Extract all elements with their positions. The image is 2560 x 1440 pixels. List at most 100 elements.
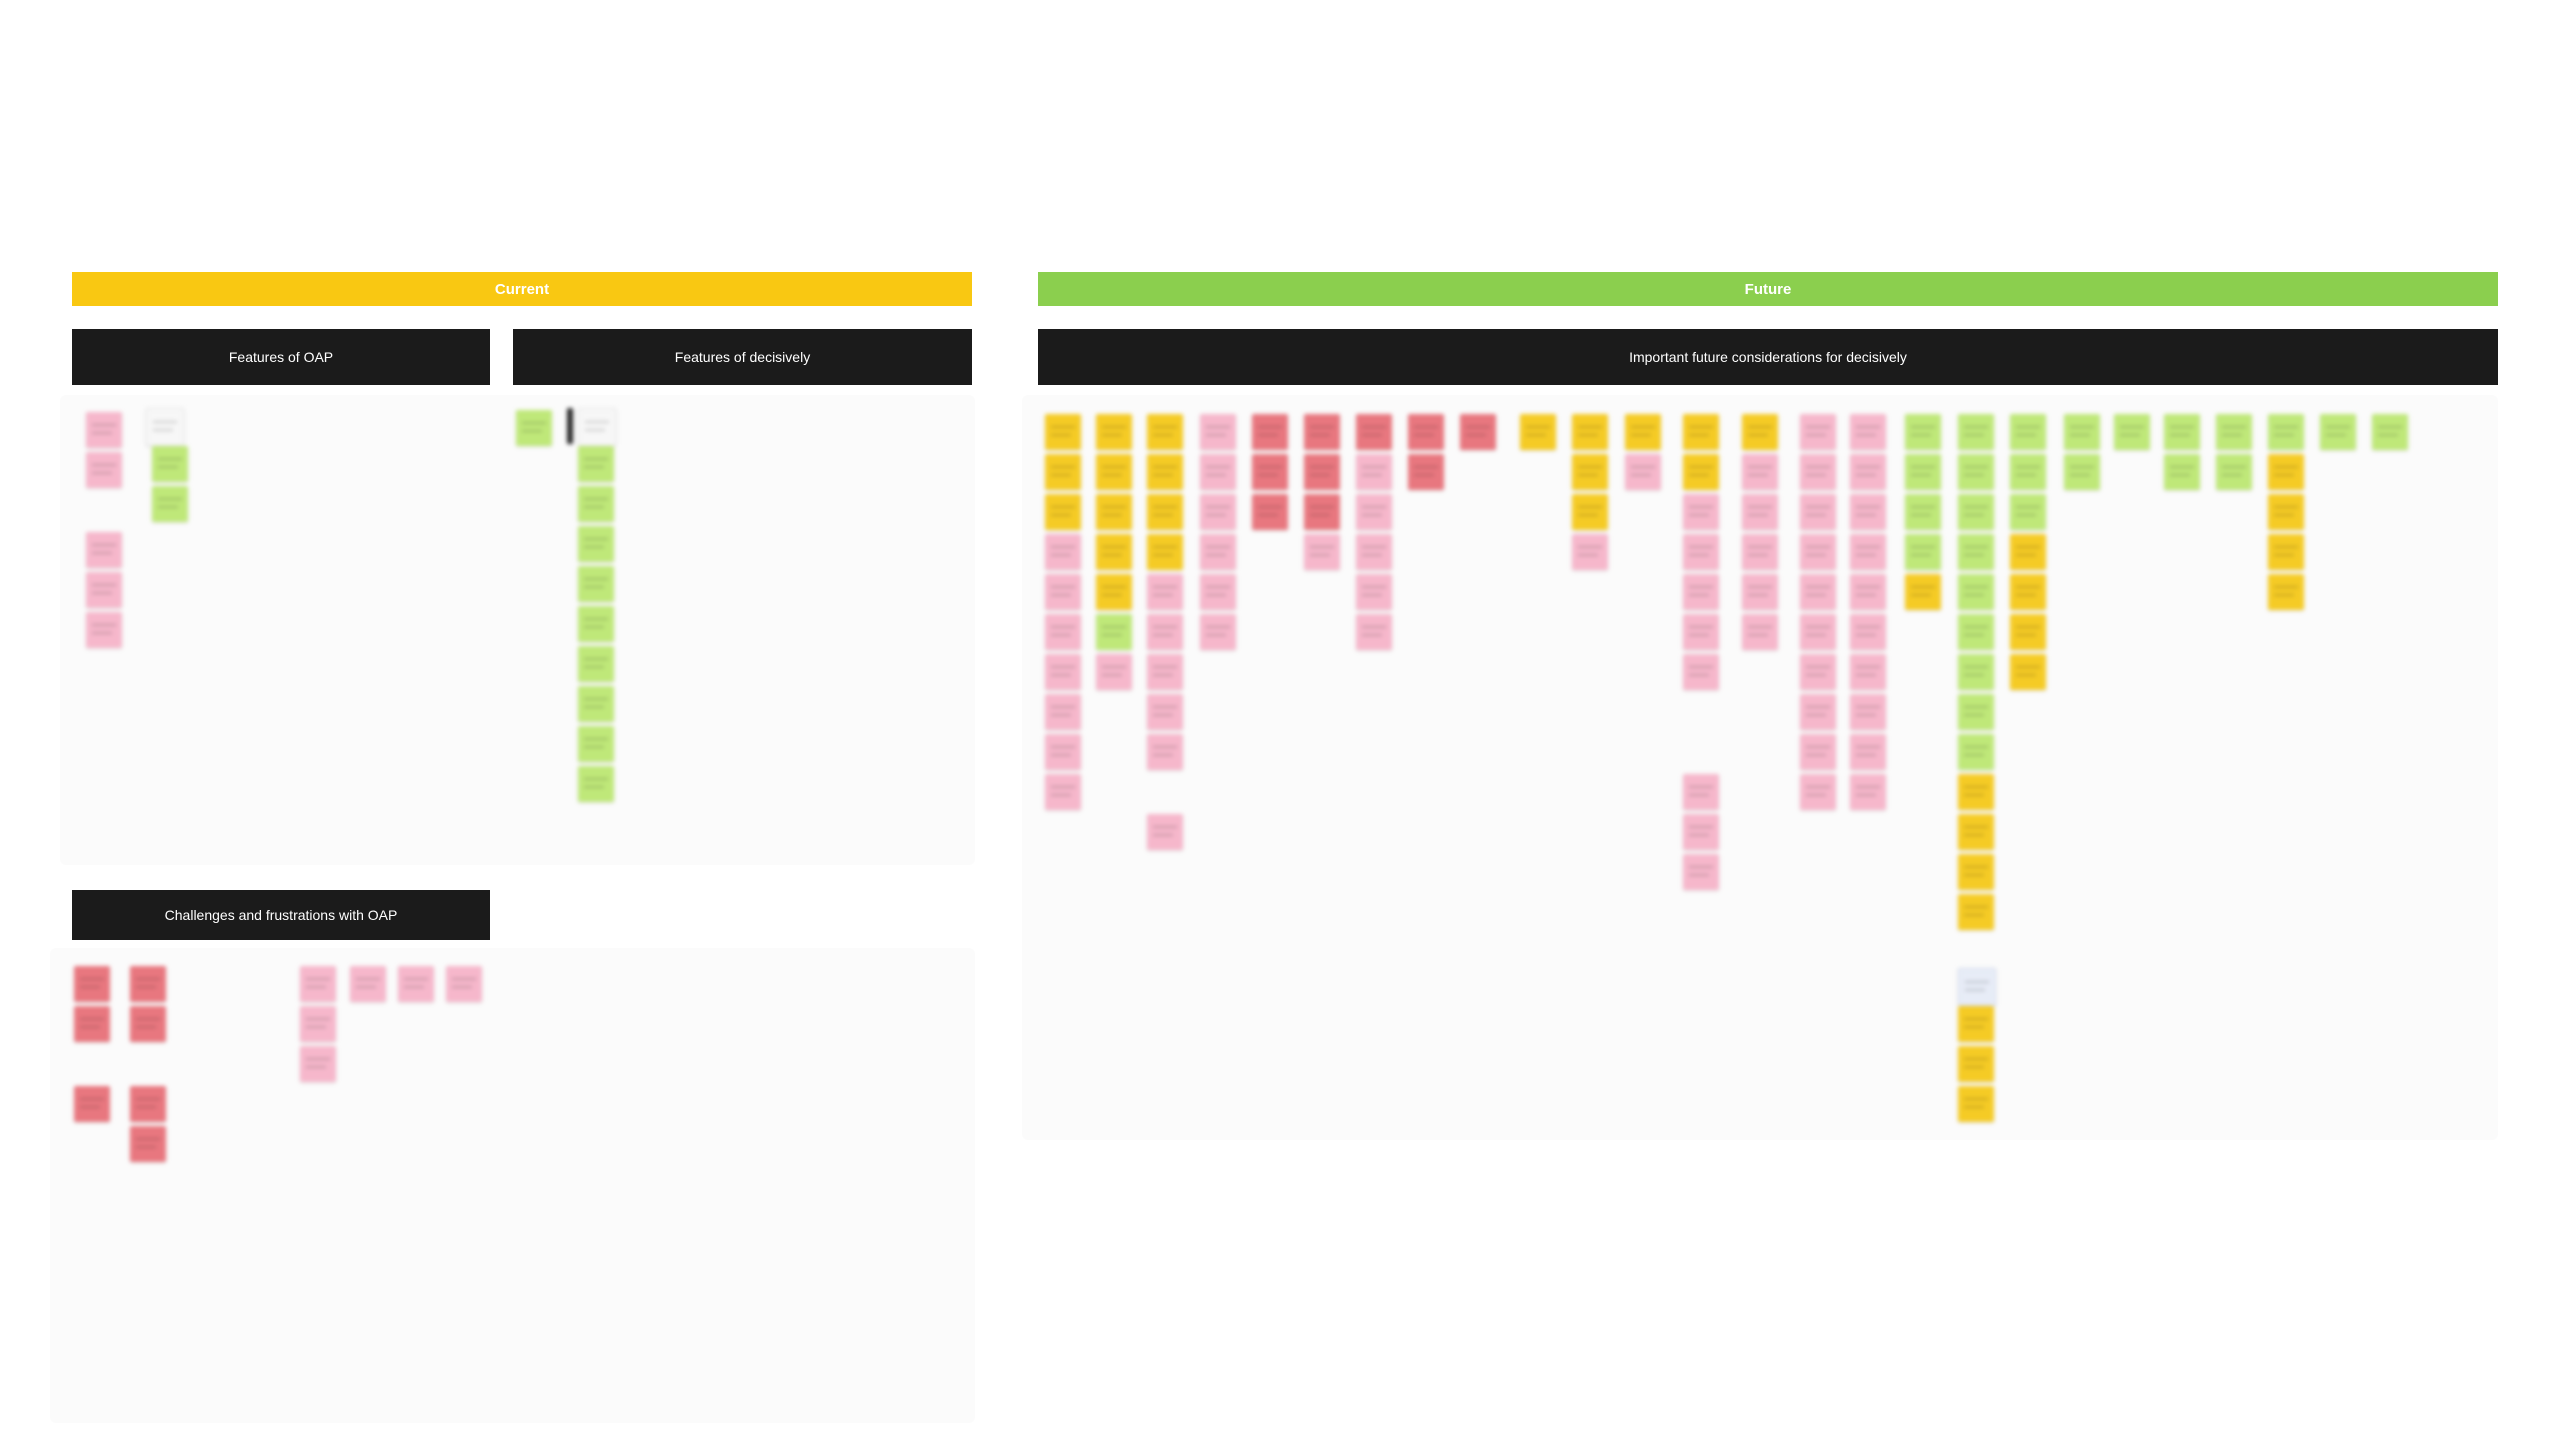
sticky-note[interactable]: [1147, 654, 1183, 690]
sticky-note[interactable]: [1045, 414, 1081, 450]
sticky-note[interactable]: [2010, 454, 2046, 490]
sticky-note[interactable]: [1147, 734, 1183, 770]
sticky-note[interactable]: [1958, 1046, 1994, 1082]
sticky-note[interactable]: [300, 1006, 336, 1042]
sticky-note[interactable]: [446, 966, 482, 1002]
sticky-note[interactable]: [1958, 1086, 1994, 1122]
sticky-note[interactable]: [1356, 534, 1392, 570]
sticky-note[interactable]: [1096, 534, 1132, 570]
sticky-note[interactable]: [578, 726, 614, 762]
sticky-note[interactable]: [2268, 534, 2304, 570]
sticky-note[interactable]: [1200, 574, 1236, 610]
sticky-note[interactable]: [1958, 734, 1994, 770]
sticky-note[interactable]: [1800, 654, 1836, 690]
sticky-note[interactable]: [1742, 454, 1778, 490]
sticky-note[interactable]: [1683, 654, 1719, 690]
sticky-note[interactable]: [1096, 614, 1132, 650]
sticky-note[interactable]: [2010, 654, 2046, 690]
current-section-band[interactable]: Current: [72, 272, 972, 306]
sticky-note[interactable]: [1572, 534, 1608, 570]
sticky-note[interactable]: [1683, 814, 1719, 850]
sticky-note[interactable]: [1147, 454, 1183, 490]
sticky-note[interactable]: [152, 446, 188, 482]
sticky-note[interactable]: [2268, 494, 2304, 530]
sticky-note[interactable]: [1683, 774, 1719, 810]
sticky-note[interactable]: [1800, 534, 1836, 570]
sticky-note[interactable]: [578, 408, 616, 446]
sticky-note[interactable]: [1742, 534, 1778, 570]
sticky-note[interactable]: [1742, 614, 1778, 650]
sticky-note[interactable]: [2010, 494, 2046, 530]
sticky-note[interactable]: [130, 966, 166, 1002]
sticky-note[interactable]: [1147, 494, 1183, 530]
sticky-note[interactable]: [1905, 494, 1941, 530]
sticky-note[interactable]: [300, 1046, 336, 1082]
sticky-note[interactable]: [74, 966, 110, 1002]
sticky-note[interactable]: [1958, 494, 1994, 530]
sticky-note[interactable]: [2064, 414, 2100, 450]
sticky-note[interactable]: [1683, 494, 1719, 530]
sticky-note[interactable]: [1304, 494, 1340, 530]
sticky-note[interactable]: [1096, 454, 1132, 490]
sticky-note[interactable]: [1958, 694, 1994, 730]
sticky-note[interactable]: [578, 686, 614, 722]
sticky-note[interactable]: [1045, 694, 1081, 730]
sticky-note[interactable]: [1356, 614, 1392, 650]
sticky-note[interactable]: [1800, 734, 1836, 770]
sticky-note[interactable]: [1800, 454, 1836, 490]
sticky-note[interactable]: [1683, 534, 1719, 570]
sticky-note[interactable]: [1625, 454, 1661, 490]
future-considerations-heading[interactable]: Important future considerations for deci…: [1038, 329, 2498, 385]
sticky-note[interactable]: [74, 1006, 110, 1042]
sticky-note[interactable]: [1200, 454, 1236, 490]
sticky-note[interactable]: [1905, 414, 1941, 450]
sticky-note[interactable]: [1850, 654, 1886, 690]
sticky-note[interactable]: [1850, 614, 1886, 650]
sticky-note[interactable]: [1800, 774, 1836, 810]
sticky-note[interactable]: [1200, 494, 1236, 530]
sticky-note[interactable]: [1520, 414, 1556, 450]
sticky-note[interactable]: [1683, 454, 1719, 490]
sticky-note[interactable]: [1252, 454, 1288, 490]
sticky-note[interactable]: [578, 526, 614, 562]
sticky-note[interactable]: [2010, 614, 2046, 650]
sticky-note[interactable]: [1572, 414, 1608, 450]
sticky-note[interactable]: [2268, 574, 2304, 610]
sticky-note[interactable]: [2320, 414, 2356, 450]
sticky-note[interactable]: [1045, 454, 1081, 490]
sticky-note[interactable]: [1045, 574, 1081, 610]
sticky-note[interactable]: [1742, 414, 1778, 450]
sticky-note[interactable]: [578, 766, 614, 802]
sticky-note[interactable]: [1096, 654, 1132, 690]
sticky-note[interactable]: [1683, 854, 1719, 890]
sticky-note[interactable]: [1800, 414, 1836, 450]
sticky-note[interactable]: [1742, 574, 1778, 610]
sticky-note[interactable]: [1304, 454, 1340, 490]
sticky-note[interactable]: [1905, 534, 1941, 570]
sticky-note[interactable]: [1408, 454, 1444, 490]
sticky-note[interactable]: [1625, 414, 1661, 450]
sticky-note[interactable]: [398, 966, 434, 1002]
sticky-note[interactable]: [1096, 414, 1132, 450]
sticky-note[interactable]: [1356, 454, 1392, 490]
sticky-note[interactable]: [1850, 574, 1886, 610]
sticky-note[interactable]: [516, 410, 552, 446]
sticky-note[interactable]: [146, 408, 184, 446]
sticky-note[interactable]: [2268, 454, 2304, 490]
sticky-note[interactable]: [1958, 894, 1994, 930]
sticky-note[interactable]: [1147, 614, 1183, 650]
sticky-note[interactable]: [74, 1086, 110, 1122]
sticky-note[interactable]: [1356, 414, 1392, 450]
sticky-note[interactable]: [1958, 534, 1994, 570]
sticky-note[interactable]: [1850, 454, 1886, 490]
sticky-note[interactable]: [1200, 414, 1236, 450]
sticky-note[interactable]: [86, 452, 122, 488]
sticky-note[interactable]: [1905, 454, 1941, 490]
sticky-note[interactable]: [2114, 414, 2150, 450]
sticky-note[interactable]: [2010, 534, 2046, 570]
sticky-note[interactable]: [1850, 694, 1886, 730]
sticky-note[interactable]: [1958, 614, 1994, 650]
sticky-note[interactable]: [1850, 734, 1886, 770]
sticky-note[interactable]: [2010, 414, 2046, 450]
